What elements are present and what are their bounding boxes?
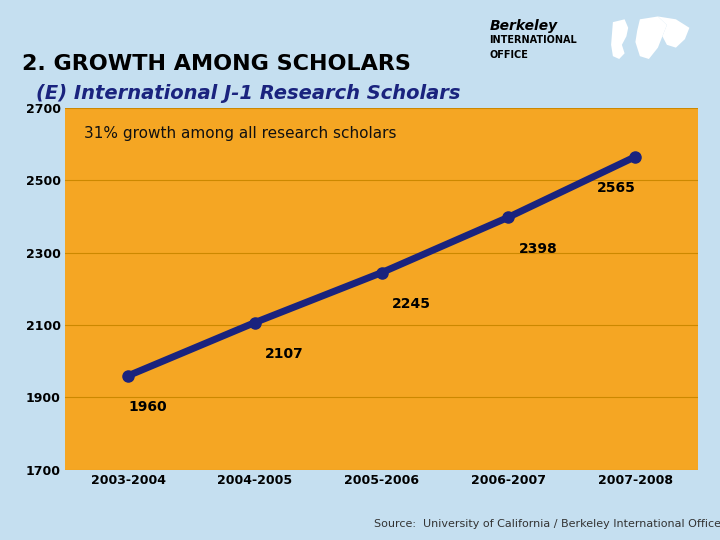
Text: 2. GROWTH AMONG SCHOLARS: 2. GROWTH AMONG SCHOLARS — [22, 54, 410, 74]
Text: 1960: 1960 — [128, 400, 167, 414]
Text: OFFICE: OFFICE — [490, 50, 528, 60]
Polygon shape — [635, 16, 667, 59]
Text: (E) International J-1 Research Scholars: (E) International J-1 Research Scholars — [36, 84, 461, 103]
Text: Berkeley: Berkeley — [490, 19, 558, 33]
Text: 2107: 2107 — [265, 347, 304, 361]
Text: Source:  University of California / Berkeley International Office (BIO): Source: University of California / Berke… — [374, 519, 720, 529]
Polygon shape — [611, 19, 628, 59]
Text: 2398: 2398 — [518, 242, 557, 256]
Text: 31% growth among all research scholars: 31% growth among all research scholars — [84, 126, 396, 141]
Text: 2565: 2565 — [597, 181, 636, 195]
Text: 2245: 2245 — [392, 297, 431, 311]
Text: INTERNATIONAL: INTERNATIONAL — [490, 35, 577, 45]
Polygon shape — [658, 16, 690, 48]
